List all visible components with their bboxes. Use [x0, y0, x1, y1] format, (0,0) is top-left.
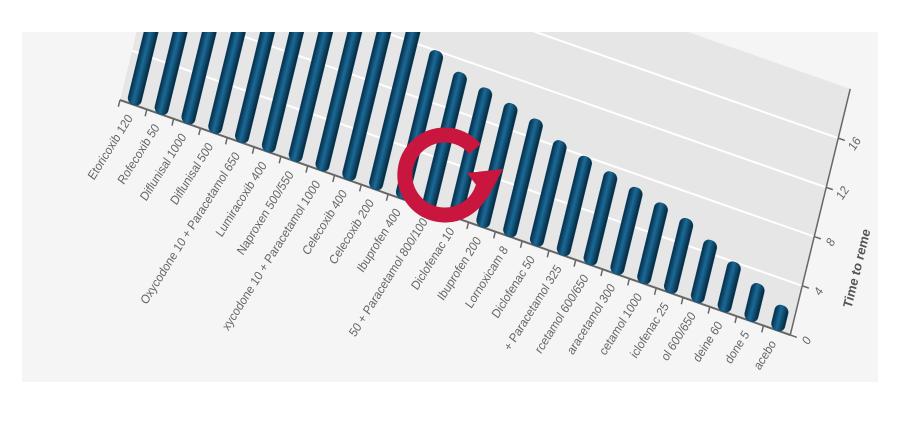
x-tick [198, 127, 202, 136]
x-tick [707, 306, 711, 314]
bar [556, 155, 592, 257]
x-tick [358, 184, 362, 192]
bar [503, 118, 543, 238]
bar [235, 32, 307, 144]
y-tick [802, 285, 810, 289]
y-tick [826, 186, 834, 191]
x-tick [600, 268, 604, 277]
x-tick [171, 118, 175, 126]
bar [288, 32, 354, 163]
x-tick [653, 287, 657, 296]
bar [181, 32, 256, 125]
x-tick [332, 174, 336, 183]
bar [529, 140, 567, 247]
grid-line [167, 32, 839, 140]
bar [208, 32, 280, 134]
x-tick [278, 156, 282, 164]
bar [369, 32, 426, 191]
y-tick [814, 235, 822, 240]
x-tick [251, 146, 255, 155]
x-tick [466, 221, 470, 230]
bar [315, 32, 378, 172]
y-axis [789, 88, 851, 336]
bar [583, 171, 618, 266]
x-tick [734, 315, 738, 324]
bar [342, 32, 402, 181]
bar [154, 32, 229, 116]
bar [637, 202, 668, 285]
x-tick [144, 109, 148, 117]
x-tick [680, 297, 684, 305]
bar [610, 186, 643, 275]
bar [717, 261, 741, 313]
y-tick [838, 137, 846, 142]
bar [690, 239, 718, 304]
x-tick [546, 250, 550, 258]
x-tick [224, 137, 228, 145]
reload-arrowhead [467, 169, 503, 199]
x-tick [305, 165, 309, 173]
x-tick [761, 325, 765, 333]
bar [663, 217, 694, 294]
x-tick [117, 99, 121, 108]
bar [261, 32, 334, 153]
x-tick [519, 240, 523, 249]
reload-button[interactable] [397, 127, 503, 223]
bar [771, 304, 789, 332]
x-tick [492, 231, 497, 239]
bar [127, 32, 206, 106]
y-tick [790, 334, 798, 339]
x-tick [573, 259, 577, 267]
reload-arc-top [444, 127, 481, 155]
grid-line [155, 32, 827, 189]
x-tick [385, 193, 389, 202]
bar [744, 283, 765, 322]
reload-arc [397, 127, 491, 223]
x-tick [627, 278, 631, 286]
